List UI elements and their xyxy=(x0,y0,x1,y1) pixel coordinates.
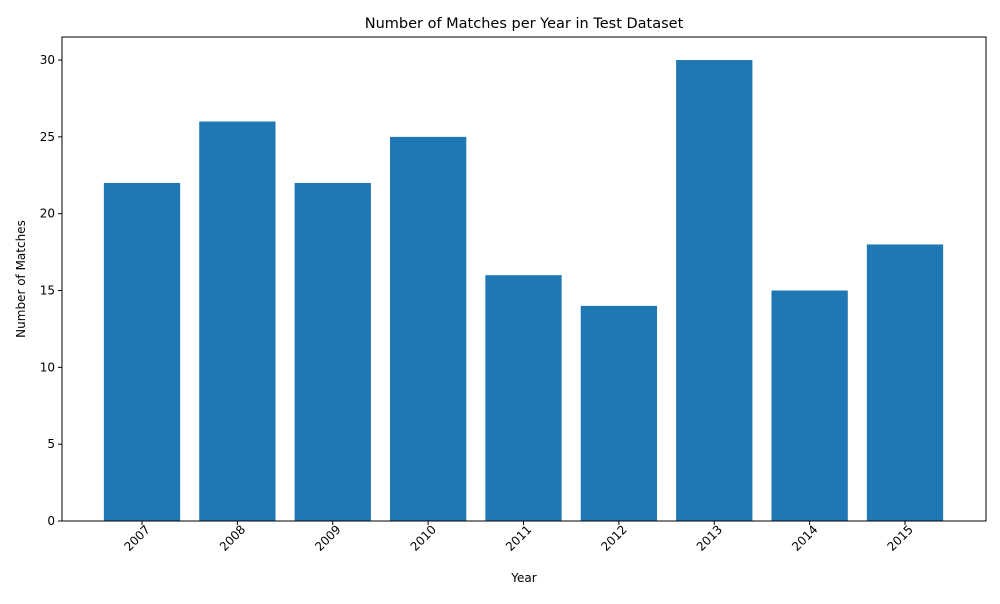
y-tick-label: 15 xyxy=(40,284,55,298)
y-tick-label: 30 xyxy=(40,53,55,67)
x-axis-label: Year xyxy=(510,571,536,585)
bar-2010 xyxy=(389,136,467,521)
bar-2007 xyxy=(103,182,181,521)
y-tick-label: 20 xyxy=(40,207,55,221)
y-axis-label: Number of Matches xyxy=(14,220,28,338)
bar-group xyxy=(103,60,944,522)
bar-2009 xyxy=(294,182,371,521)
y-axis-ticks: 0 5 10 15 20 25 30 xyxy=(40,53,62,528)
y-tick-label: 0 xyxy=(47,514,55,528)
bar-2013 xyxy=(676,60,753,522)
bar-2014 xyxy=(771,290,848,521)
bar-2012 xyxy=(580,305,658,521)
bar-2008 xyxy=(199,121,276,521)
bar-2011 xyxy=(485,275,562,521)
bar-2015 xyxy=(866,244,944,521)
y-tick-label: 25 xyxy=(40,130,55,144)
y-tick-label: 10 xyxy=(40,360,55,374)
chart-title: Number of Matches per Year in Test Datas… xyxy=(365,16,684,32)
y-tick-label: 5 xyxy=(47,437,55,451)
